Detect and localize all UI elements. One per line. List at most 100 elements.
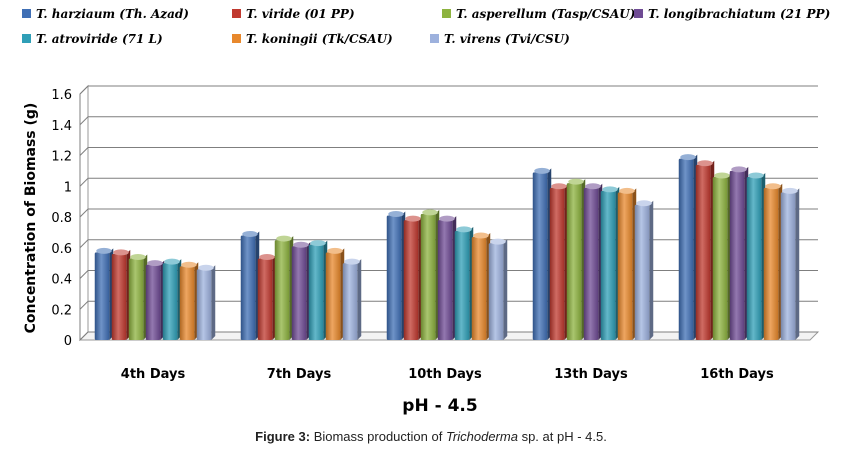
- bar: [386, 215, 402, 340]
- bar-top: [310, 240, 326, 247]
- biomass-bar-chart: T. harziaum (Th. Azad) T. viride (01 PP) T…: [22, 7, 830, 416]
- category-label: 16th Days: [700, 367, 774, 382]
- bar-top: [551, 183, 567, 190]
- figure-caption: Figure 3: Biomass production of Trichode…: [0, 429, 862, 444]
- legend-label: T. asperellum (Tasp/CSAU): [456, 7, 635, 21]
- plot-area: 0 0.2 0.4 0.6 0.8 1 1.2 1.4 1.6 4th Days 7th Days 1…: [51, 84, 820, 382]
- legend-swatch: [232, 34, 241, 43]
- bar: [532, 172, 548, 340]
- bar: [437, 220, 453, 340]
- y-tick-label: 1.4: [51, 119, 72, 134]
- bar: [566, 183, 582, 340]
- bar: [308, 244, 324, 340]
- bar-top: [293, 241, 309, 248]
- y-tick-label: 1.2: [51, 150, 72, 165]
- bar: [454, 230, 470, 340]
- legend-label: T. atroviride (71 L): [36, 32, 163, 46]
- bar-top: [490, 238, 506, 245]
- bar: [600, 190, 616, 340]
- category-label: 13th Days: [554, 367, 628, 382]
- bar-top: [276, 235, 292, 242]
- bar: [257, 258, 273, 340]
- y-tick-label: 0.2: [51, 303, 72, 318]
- bar-top: [714, 172, 730, 179]
- bar-top: [198, 264, 214, 271]
- bar-top: [405, 215, 421, 222]
- bar-top: [327, 247, 343, 254]
- bar-side: [211, 265, 216, 340]
- category-label: 7th Days: [267, 367, 332, 382]
- category-label: 10th Days: [408, 367, 482, 382]
- bar-top: [636, 200, 652, 207]
- legend-label: T. longibrachiatum (21 PP): [648, 7, 830, 21]
- legend-swatch: [430, 34, 439, 43]
- bar: [583, 187, 599, 340]
- bar-side: [795, 188, 800, 340]
- bar: [780, 192, 796, 340]
- bar: [162, 263, 178, 340]
- bar: [291, 246, 307, 340]
- legend-swatch: [232, 9, 241, 18]
- bar: [111, 253, 127, 340]
- bar: [617, 192, 633, 340]
- bar-top: [731, 166, 747, 173]
- bar: [549, 187, 565, 340]
- bar: [712, 177, 728, 340]
- bar: [94, 252, 110, 340]
- bar: [145, 264, 161, 340]
- bar-top: [456, 226, 472, 233]
- y-tick-label: 1: [64, 180, 72, 195]
- bar: [179, 266, 195, 340]
- bar-side: [357, 259, 362, 340]
- caption-label: Figure 3:: [255, 429, 311, 444]
- bar-top: [697, 160, 713, 167]
- bar-top: [748, 172, 764, 179]
- legend-swatch: [22, 34, 31, 43]
- y-tick-label: 1.6: [51, 88, 72, 103]
- bar: [196, 269, 212, 340]
- y-tick-label: 0.8: [51, 211, 72, 226]
- bar-top: [113, 249, 129, 256]
- bar: [729, 170, 745, 340]
- legend-label: T. koningii (Tk/CSAU): [246, 32, 393, 46]
- gridline: [79, 147, 818, 156]
- bar: [678, 158, 694, 340]
- bar-top: [242, 230, 258, 237]
- bar-top: [473, 232, 489, 239]
- caption-text-before: Biomass production of: [310, 429, 446, 444]
- bar-top: [534, 167, 550, 174]
- bar-top: [568, 178, 584, 185]
- bar: [403, 220, 419, 340]
- bar: [634, 204, 650, 340]
- bar-top: [422, 209, 438, 216]
- bar-top: [585, 183, 601, 190]
- legend-label: T. virens (Tvi/CSU): [444, 32, 570, 46]
- category-label: 4th Days: [121, 367, 186, 382]
- bar: [128, 258, 144, 340]
- bar: [240, 235, 256, 340]
- bar: [325, 252, 341, 340]
- chart-legend: T. harziaum (Th. Azad) T. viride (01 PP) T…: [22, 7, 830, 46]
- legend-swatch: [442, 9, 451, 18]
- bar: [488, 243, 504, 340]
- bar-top: [602, 186, 618, 193]
- legend-swatch: [22, 9, 31, 18]
- y-tick-label: 0.4: [51, 273, 72, 288]
- caption-text-after: sp. at pH - 4.5.: [517, 429, 607, 444]
- bar: [274, 240, 290, 340]
- y-tick-label: 0.6: [51, 242, 72, 257]
- gridline: [79, 116, 818, 126]
- bar-top: [164, 258, 180, 265]
- legend-label: T. viride (01 PP): [246, 7, 355, 21]
- bar-side: [503, 239, 508, 340]
- bar-top: [388, 210, 404, 217]
- y-axis-title: Concentration of Biomass (g): [23, 103, 39, 334]
- bar: [695, 164, 711, 340]
- bar-top: [439, 215, 455, 222]
- gridline: [79, 85, 818, 95]
- bar-side: [649, 200, 654, 340]
- bar-top: [259, 254, 275, 261]
- bar: [746, 177, 762, 340]
- bar-top: [765, 183, 781, 190]
- bar-top: [680, 154, 696, 161]
